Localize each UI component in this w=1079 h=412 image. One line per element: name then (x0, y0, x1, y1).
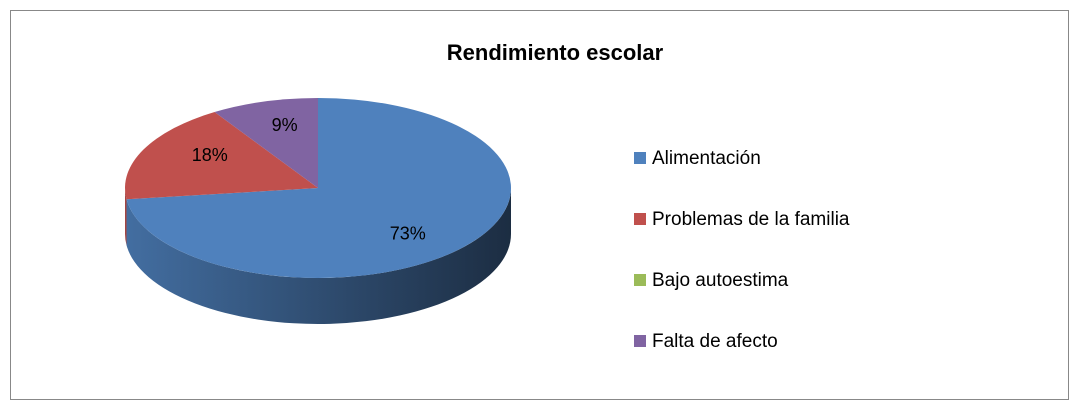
legend-swatch (634, 335, 646, 347)
chart-title: Rendimiento escolar (447, 40, 664, 65)
slice-side (126, 188, 512, 325)
legend-label: Problemas de la familia (652, 209, 850, 230)
data-label: 9% (272, 115, 298, 135)
slice (126, 98, 512, 278)
legend-label: Falta de afecto (652, 331, 778, 352)
slice (214, 98, 318, 188)
legend-label: Alimentación (652, 148, 761, 169)
data-label: 18% (192, 145, 228, 165)
slice (125, 112, 318, 200)
legend-swatch (634, 274, 646, 286)
legend-swatch (634, 152, 646, 164)
slice-side (125, 188, 127, 246)
legend-label: Bajo autoestima (652, 270, 789, 291)
legend-swatch (634, 213, 646, 225)
data-label: 73% (390, 224, 426, 244)
